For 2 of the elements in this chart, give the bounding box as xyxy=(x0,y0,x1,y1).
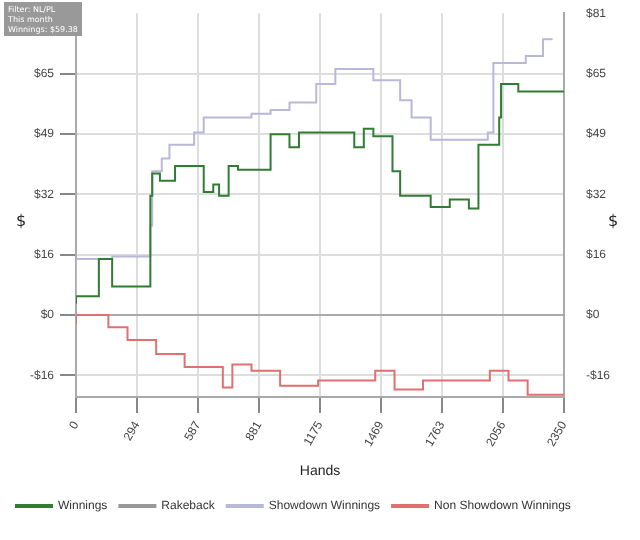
y-axis-title: $ xyxy=(16,212,27,230)
y2-axis-title: $ xyxy=(608,212,619,230)
